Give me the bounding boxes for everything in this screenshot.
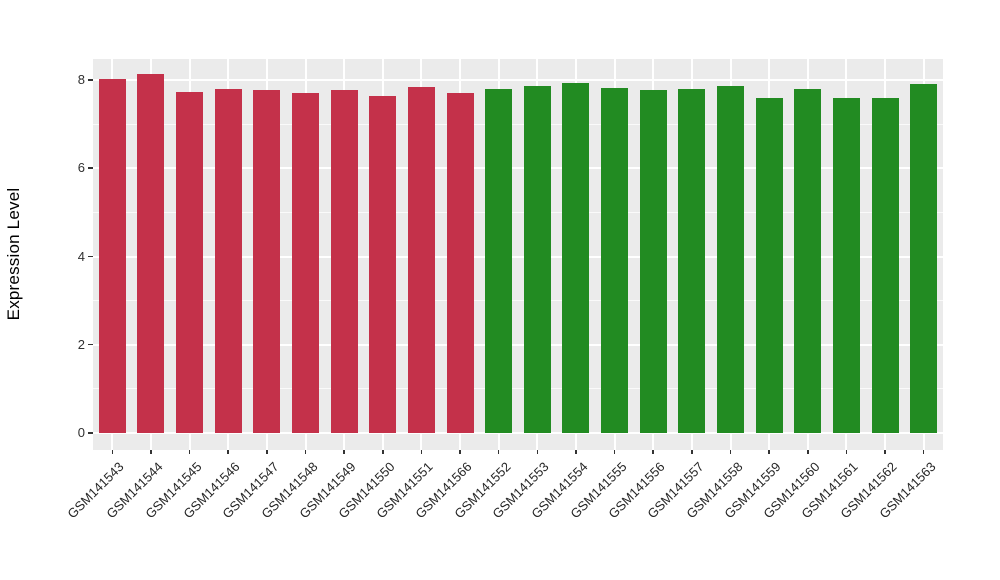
y-axis-tick-mark xyxy=(88,343,93,346)
bar-GSM141561 xyxy=(832,97,860,433)
y-axis-tick-label: 2 xyxy=(77,336,85,352)
y-axis-title: Expression Level xyxy=(4,187,23,321)
gridline-minor-horizontal xyxy=(93,388,943,390)
bar-GSM141548 xyxy=(292,92,319,433)
x-axis-tick-mark xyxy=(304,450,307,454)
bar-GSM141545 xyxy=(176,92,204,433)
x-axis-tick-mark xyxy=(652,450,655,454)
bar-GSM141551 xyxy=(407,87,435,433)
x-axis-tick-mark xyxy=(343,450,345,454)
y-axis-tick-mark xyxy=(88,255,93,258)
y-axis-tick-label: 6 xyxy=(77,160,85,176)
y-axis-tick-mark xyxy=(88,167,93,169)
x-axis-tick-mark xyxy=(845,450,848,454)
bar-GSM141560 xyxy=(794,89,822,433)
bar-GSM141556 xyxy=(639,89,667,433)
gridline-major-horizontal xyxy=(93,432,943,434)
y-axis-tick-label: 4 xyxy=(77,248,85,264)
x-axis-tick-mark xyxy=(227,450,230,454)
bar-GSM141559 xyxy=(755,97,783,433)
x-axis-tick-mark xyxy=(497,450,500,454)
x-axis-tick-mark xyxy=(691,450,693,454)
bar-GSM141557 xyxy=(678,88,706,433)
y-axis-tick-mark xyxy=(88,79,93,81)
gridline-minor-horizontal xyxy=(93,123,943,125)
gridline-minor-horizontal xyxy=(93,212,943,213)
x-axis-tick-mark xyxy=(266,450,268,454)
gridline-minor-horizontal xyxy=(93,300,943,302)
x-axis-tick-mark xyxy=(729,450,732,454)
bar-GSM141558 xyxy=(717,85,744,433)
x-axis-tick-mark xyxy=(381,450,384,454)
bar-GSM141546 xyxy=(214,89,242,433)
x-axis-tick-mark xyxy=(150,450,152,454)
x-axis-tick-mark xyxy=(884,450,886,454)
gridline-major-horizontal xyxy=(93,343,943,346)
bar-GSM141544 xyxy=(137,74,165,433)
bar-GSM141555 xyxy=(601,88,629,433)
gridline-major-horizontal xyxy=(93,79,943,82)
bar-GSM141562 xyxy=(871,97,899,433)
bar-GSM141550 xyxy=(369,96,397,433)
x-axis-tick-mark xyxy=(188,450,191,454)
bar-GSM141547 xyxy=(253,89,281,433)
x-axis-tick-mark xyxy=(111,450,114,454)
x-axis-tick-mark xyxy=(768,450,770,454)
x-axis-tick-mark xyxy=(922,450,925,454)
x-axis-tick-mark xyxy=(459,450,461,454)
bar-GSM141566 xyxy=(446,92,474,433)
x-axis-tick-mark xyxy=(575,450,577,454)
gridline-major-horizontal xyxy=(93,167,943,170)
bar-GSM141553 xyxy=(523,85,551,433)
bar-GSM141554 xyxy=(562,82,590,433)
bar-GSM141543 xyxy=(98,79,126,433)
y-axis-tick-mark xyxy=(88,432,93,434)
x-axis-tick-mark xyxy=(806,450,809,454)
x-axis-tick-mark xyxy=(420,450,423,454)
y-axis-tick-label: 8 xyxy=(77,72,85,88)
y-axis-tick-label: 0 xyxy=(77,425,85,440)
bar-GSM141552 xyxy=(485,88,513,433)
plot-panel xyxy=(93,59,943,450)
bar-GSM141549 xyxy=(330,89,358,433)
bar-GSM141563 xyxy=(910,84,938,433)
x-axis-tick-mark xyxy=(536,450,539,454)
gridline-major-horizontal xyxy=(93,255,943,258)
x-axis-tick-mark xyxy=(613,450,616,454)
